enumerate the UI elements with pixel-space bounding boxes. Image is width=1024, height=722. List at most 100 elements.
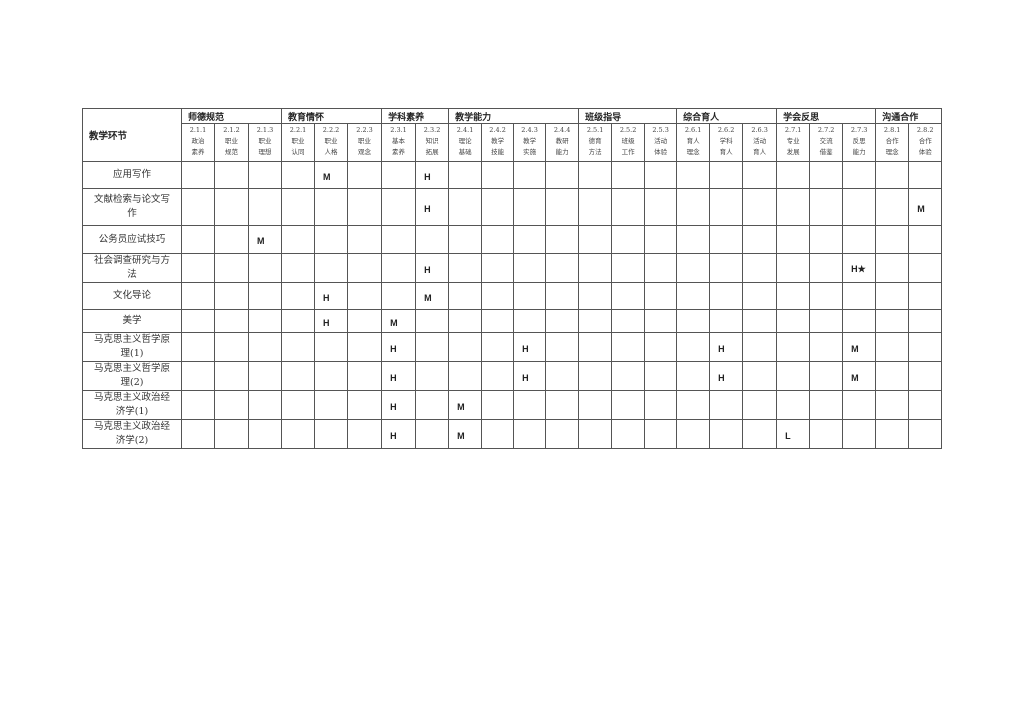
rating-cell: [214, 390, 249, 420]
rating-cell: [545, 332, 580, 362]
column-header: 2.8.2 合作体验: [908, 123, 943, 162]
rating-cell: [545, 309, 580, 333]
rating-cell: [481, 161, 515, 189]
rating-cell: H: [709, 332, 744, 362]
column-code: 2.3.1: [390, 126, 407, 134]
rating-cell: [347, 419, 383, 449]
rating-cell: [513, 390, 547, 420]
rating-cell: [578, 332, 613, 362]
rating-cell: [842, 161, 877, 189]
rating-cell: [481, 390, 515, 420]
rating-cell: [448, 332, 483, 362]
rating-cell: [776, 332, 811, 362]
rating-cell: [281, 225, 316, 254]
rating-cell: [809, 253, 844, 283]
rating-cell: [676, 282, 711, 310]
column-name: 专业发展: [786, 137, 800, 156]
rating-cell: [875, 188, 910, 226]
rating-cell: [809, 225, 844, 254]
column-code: 2.6.3: [751, 126, 768, 134]
rating-cell: [415, 332, 450, 362]
group-header: 学科素养: [381, 108, 450, 124]
column-code: 2.5.1: [586, 126, 604, 134]
rating-cell: [214, 225, 249, 254]
column-header: 2.6.2 学科育人: [709, 123, 744, 162]
rating-cell: [809, 188, 844, 226]
column-name: 政治素养: [191, 137, 205, 156]
column-name: 职业认同: [291, 137, 305, 156]
rating-cell: [578, 282, 613, 310]
column-header: 2.6.1 育人理念: [676, 123, 711, 162]
column-code: 2.4.4: [553, 126, 571, 134]
rating-cell: [578, 188, 613, 226]
rating-cell: [314, 253, 349, 283]
rating-cell: [875, 390, 910, 420]
rating-cell: H: [709, 361, 744, 391]
rating-cell: [644, 361, 678, 391]
rating-cell: [644, 282, 678, 310]
rating-cell: [513, 309, 547, 333]
rating-cell: [776, 188, 811, 226]
row-label: 马克思主义哲学原理(1): [82, 332, 182, 362]
rating-cell: [742, 253, 778, 283]
column-header: 2.5.1 德育方法: [578, 123, 613, 162]
rating-cell: [644, 188, 678, 226]
sub-header-row: 2.1.1 政治素养 2.1.2 职业规范 2.1.3 职业理想 2.2.1 职业认同 2.2.…: [83, 123, 943, 162]
rating-cell: [776, 161, 811, 189]
column-code: 2.4.2: [489, 126, 506, 134]
rating-cell: [247, 390, 283, 420]
rating-cell: [247, 309, 283, 333]
rating-cell: [214, 309, 249, 333]
rating-cell: M: [842, 332, 877, 362]
rating-cell: [809, 390, 844, 420]
table-row: 马克思主义政治经济学(1) H M: [82, 390, 943, 420]
rating-cell: [676, 332, 711, 362]
rating-cell: [676, 361, 711, 391]
rating-cell: [214, 253, 249, 283]
rating-cell: [381, 282, 417, 310]
rating-cell: [908, 332, 943, 362]
rating-cell: [644, 253, 678, 283]
rating-cell: [875, 419, 910, 449]
rating-cell: H: [314, 309, 349, 333]
rating-cell: [481, 225, 515, 254]
column-header: 2.6.3 活动育人: [742, 123, 778, 162]
column-code: 2.1.2: [223, 126, 240, 134]
column-header: 2.8.1 合作理念: [875, 123, 910, 162]
column-header: 2.4.4 教研能力: [545, 123, 580, 162]
rating-cell: [314, 332, 349, 362]
rating-cell: [709, 390, 744, 420]
rating-cell: [676, 225, 711, 254]
rating-cell: [776, 225, 811, 254]
rating-cell: [513, 419, 547, 449]
rating-cell: [314, 225, 349, 254]
rating-cell: [415, 390, 450, 420]
column-header: 2.5.3 活动体验: [644, 123, 678, 162]
rating-cell: [281, 309, 316, 333]
rating-cell: [448, 161, 483, 189]
rating-cell: [709, 309, 744, 333]
rating-cell: [545, 390, 580, 420]
table-row: 社会调查研究与方法 H H★: [82, 253, 943, 283]
row-label: 马克思主义政治经济学(1): [82, 390, 182, 420]
group-header: 学会反思: [776, 108, 877, 124]
rating-cell: [247, 419, 283, 449]
column-code: 2.1.3: [256, 126, 274, 134]
rating-cell: [181, 225, 215, 254]
rating-cell: [809, 309, 844, 333]
rating-cell: H: [381, 390, 417, 420]
column-name: 德育方法: [588, 137, 602, 156]
rating-cell: [709, 188, 744, 226]
rating-cell: [908, 253, 943, 283]
rating-cell: [875, 161, 910, 189]
rating-cell: [513, 225, 547, 254]
column-code: 2.6.2: [717, 126, 735, 134]
column-code: 2.3.2: [423, 126, 441, 134]
table-row: 马克思主义哲学原理(2) H H H M: [82, 361, 943, 391]
rating-cell: [481, 361, 515, 391]
column-code: 2.7.3: [850, 126, 868, 134]
rating-cell: [214, 332, 249, 362]
rating-cell: M: [842, 361, 877, 391]
rating-cell: [545, 282, 580, 310]
rating-cell: [842, 390, 877, 420]
